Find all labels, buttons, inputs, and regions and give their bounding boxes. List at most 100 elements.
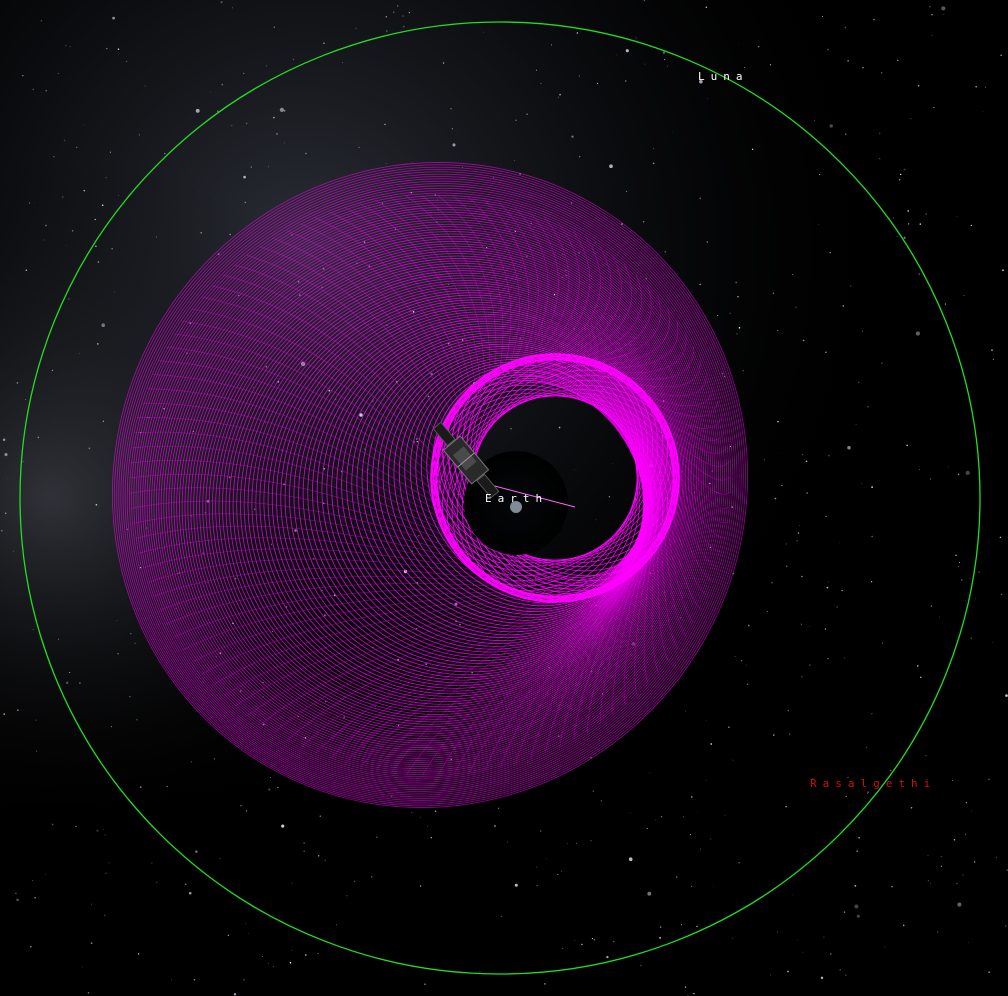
star xyxy=(336,924,338,926)
star xyxy=(234,577,237,580)
star xyxy=(925,213,927,215)
star xyxy=(732,937,734,939)
star xyxy=(156,881,158,883)
star xyxy=(975,85,978,88)
star xyxy=(970,224,972,227)
star xyxy=(271,631,273,633)
star xyxy=(76,146,78,149)
luna-label[interactable]: Luna xyxy=(698,70,749,83)
star xyxy=(402,15,404,17)
star xyxy=(359,413,363,417)
star xyxy=(642,221,645,223)
star xyxy=(697,811,699,812)
star xyxy=(652,162,655,165)
star xyxy=(705,720,707,721)
trajectory-mesh-line xyxy=(571,274,642,362)
star xyxy=(956,883,958,885)
star xyxy=(842,305,845,307)
star xyxy=(263,696,265,698)
star xyxy=(557,873,559,875)
star xyxy=(195,108,200,113)
star xyxy=(941,6,946,11)
star xyxy=(454,602,458,606)
star xyxy=(751,148,754,150)
star xyxy=(845,795,847,798)
star xyxy=(188,891,192,895)
star xyxy=(450,108,452,110)
trajectory-mesh-line xyxy=(657,455,708,596)
star xyxy=(871,713,873,715)
star xyxy=(830,953,832,955)
trajectory-loop xyxy=(222,265,673,720)
star xyxy=(699,197,702,200)
star xyxy=(94,218,96,221)
trajectory-loop xyxy=(179,231,693,753)
trajectory-loop xyxy=(190,240,687,744)
star xyxy=(265,365,268,368)
star xyxy=(386,783,388,784)
star xyxy=(738,327,741,329)
star xyxy=(992,358,995,360)
trajectory-loop xyxy=(415,363,648,604)
trajectory-mesh-line xyxy=(223,598,539,697)
trajectory-mesh-line xyxy=(652,436,722,553)
trajectory-mesh-line xyxy=(174,588,513,638)
rasalgethi-label[interactable]: Rasalgethi xyxy=(810,777,937,790)
star xyxy=(672,132,673,134)
star xyxy=(929,478,931,480)
star xyxy=(812,778,814,780)
star xyxy=(974,598,976,600)
trajectory-mesh-line xyxy=(659,479,678,649)
trajectory-loop xyxy=(131,183,730,792)
star xyxy=(940,865,942,867)
star xyxy=(681,924,683,926)
star xyxy=(164,152,166,155)
star xyxy=(374,705,376,708)
trajectory-mesh-line xyxy=(632,399,728,454)
star xyxy=(372,400,374,402)
spacecraft-icon[interactable] xyxy=(429,418,504,501)
trajectory-mesh-line xyxy=(142,402,456,518)
star xyxy=(304,954,307,956)
star xyxy=(951,780,953,782)
trajectory-mesh-line xyxy=(165,346,451,493)
star xyxy=(385,16,388,18)
star xyxy=(45,90,47,92)
star xyxy=(200,872,202,873)
star xyxy=(269,777,271,778)
star xyxy=(915,331,921,336)
star xyxy=(221,83,224,86)
star xyxy=(268,963,270,964)
trajectory-mesh-line xyxy=(453,573,622,775)
star xyxy=(948,466,949,468)
trajectory-mesh-line xyxy=(159,576,503,611)
star xyxy=(712,886,714,888)
star xyxy=(891,885,893,888)
star xyxy=(101,323,105,327)
star xyxy=(829,252,831,254)
star xyxy=(706,241,708,243)
trajectory-loop xyxy=(208,255,678,730)
star xyxy=(844,26,847,29)
star xyxy=(363,241,366,243)
star xyxy=(777,330,779,331)
star xyxy=(696,925,698,928)
trajectory-loop xyxy=(158,211,706,769)
star xyxy=(324,614,326,616)
star xyxy=(825,515,827,518)
earth-label[interactable]: Earth xyxy=(485,492,549,505)
star xyxy=(514,883,518,887)
star xyxy=(139,786,142,788)
star xyxy=(210,92,211,93)
star xyxy=(494,825,496,827)
star xyxy=(805,460,808,463)
star xyxy=(228,476,231,479)
trajectory-mesh-line xyxy=(130,487,471,551)
star xyxy=(699,354,701,356)
star xyxy=(861,330,864,332)
star xyxy=(845,133,847,135)
star xyxy=(818,224,820,225)
star xyxy=(615,54,617,56)
